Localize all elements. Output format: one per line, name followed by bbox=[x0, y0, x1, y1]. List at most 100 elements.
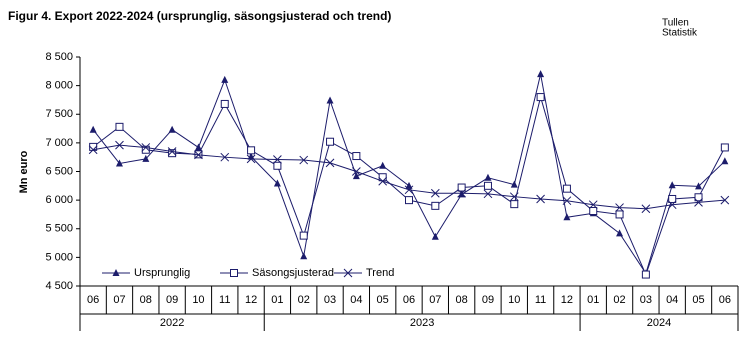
point-marker bbox=[721, 157, 729, 165]
y-tick-label: 6 000 bbox=[45, 194, 73, 206]
x-tick-label: 12 bbox=[245, 294, 257, 306]
legend-marker bbox=[230, 269, 238, 277]
source-line: Statistik bbox=[662, 28, 698, 39]
x-tick-label: 12 bbox=[561, 294, 573, 306]
point-marker bbox=[694, 193, 703, 202]
point-marker bbox=[537, 70, 545, 78]
point-marker bbox=[484, 173, 492, 181]
point-marker bbox=[352, 152, 361, 161]
point-marker bbox=[588, 200, 598, 210]
point-marker bbox=[720, 143, 729, 152]
y-tick-label: 5 500 bbox=[45, 223, 73, 235]
point-marker bbox=[89, 125, 97, 133]
x-tick-label: 07 bbox=[113, 294, 125, 306]
y-tick-label: 7 500 bbox=[45, 108, 73, 120]
point-marker bbox=[300, 252, 308, 260]
point-marker bbox=[194, 150, 203, 160]
point-marker bbox=[616, 229, 624, 237]
point-marker bbox=[457, 183, 466, 192]
y-tick-label: 7 000 bbox=[45, 137, 73, 149]
point-marker bbox=[141, 143, 151, 152]
point-marker bbox=[326, 137, 335, 146]
point-marker bbox=[378, 173, 387, 182]
legend-label: Ursprunglig bbox=[134, 267, 190, 279]
point-marker bbox=[720, 195, 730, 205]
legend-marker bbox=[112, 269, 120, 276]
point-marker bbox=[115, 159, 123, 167]
point-marker bbox=[168, 125, 176, 133]
x-tick-label: 04 bbox=[350, 294, 362, 306]
point-marker bbox=[457, 188, 466, 198]
point-marker bbox=[168, 149, 177, 158]
point-marker bbox=[562, 196, 572, 206]
x-tick-label: 11 bbox=[219, 294, 230, 306]
point-marker bbox=[247, 152, 255, 160]
x-tick-label: 10 bbox=[508, 294, 520, 306]
x-tick-label: 08 bbox=[456, 294, 468, 306]
x-tick-label: 09 bbox=[166, 294, 178, 306]
y-tick-label: 8 000 bbox=[45, 80, 73, 92]
point-marker bbox=[562, 184, 571, 193]
legend-marker bbox=[343, 268, 353, 278]
x-group-label: 2023 bbox=[410, 317, 434, 329]
x-tick-label: 05 bbox=[692, 294, 704, 306]
y-tick-label: 6 500 bbox=[45, 165, 73, 177]
x-tick-label: 06 bbox=[403, 294, 415, 306]
source-line: Tullen bbox=[662, 18, 689, 29]
point-marker bbox=[641, 204, 651, 214]
x-tick-label: 11 bbox=[535, 294, 546, 306]
point-marker bbox=[167, 147, 177, 156]
point-marker bbox=[430, 188, 440, 198]
point-marker bbox=[299, 231, 308, 240]
point-marker bbox=[509, 192, 519, 202]
point-marker bbox=[483, 181, 492, 190]
x-tick-label: 02 bbox=[298, 294, 310, 306]
point-marker bbox=[352, 167, 361, 176]
point-marker bbox=[641, 270, 650, 279]
point-marker bbox=[615, 210, 624, 219]
point-marker bbox=[88, 145, 98, 155]
point-marker bbox=[325, 158, 335, 168]
x-group-label: 2022 bbox=[160, 317, 184, 329]
point-marker bbox=[431, 201, 440, 210]
point-marker bbox=[483, 189, 493, 199]
point-marker bbox=[273, 155, 282, 164]
x-tick-label: 06 bbox=[87, 294, 99, 306]
x-tick-label: 08 bbox=[140, 294, 152, 306]
x-tick-label: 05 bbox=[377, 294, 389, 306]
series-line bbox=[92, 74, 726, 275]
point-marker bbox=[141, 145, 150, 154]
point-marker bbox=[694, 198, 703, 207]
point-marker bbox=[142, 154, 150, 162]
point-marker bbox=[536, 93, 545, 102]
point-marker bbox=[379, 161, 387, 169]
y-tick-label: 4 500 bbox=[45, 280, 73, 292]
y-tick-label: 8 500 bbox=[45, 51, 73, 63]
x-tick-label: 03 bbox=[640, 294, 652, 306]
point-marker bbox=[404, 185, 414, 195]
point-marker bbox=[378, 176, 388, 186]
point-marker bbox=[221, 75, 229, 83]
x-tick-label: 09 bbox=[482, 294, 494, 306]
point-marker bbox=[273, 161, 282, 170]
point-marker bbox=[510, 180, 518, 188]
point-marker bbox=[247, 146, 256, 155]
point-marker bbox=[220, 152, 230, 162]
point-marker bbox=[273, 179, 281, 187]
x-group-label: 2024 bbox=[647, 317, 671, 329]
x-tick-label: 07 bbox=[429, 294, 441, 306]
legend-label: Trend bbox=[366, 267, 394, 279]
point-marker bbox=[510, 200, 519, 209]
x-tick-label: 03 bbox=[324, 294, 336, 306]
x-tick-label: 06 bbox=[719, 294, 731, 306]
point-marker bbox=[668, 181, 676, 189]
point-marker bbox=[405, 196, 413, 205]
point-marker bbox=[299, 155, 309, 165]
x-tick-label: 01 bbox=[587, 294, 599, 306]
point-marker bbox=[563, 213, 571, 221]
point-marker bbox=[115, 140, 124, 150]
legend-label: Säsongsjusterad bbox=[252, 267, 334, 279]
x-tick-label: 04 bbox=[666, 294, 678, 306]
point-marker bbox=[194, 143, 202, 151]
